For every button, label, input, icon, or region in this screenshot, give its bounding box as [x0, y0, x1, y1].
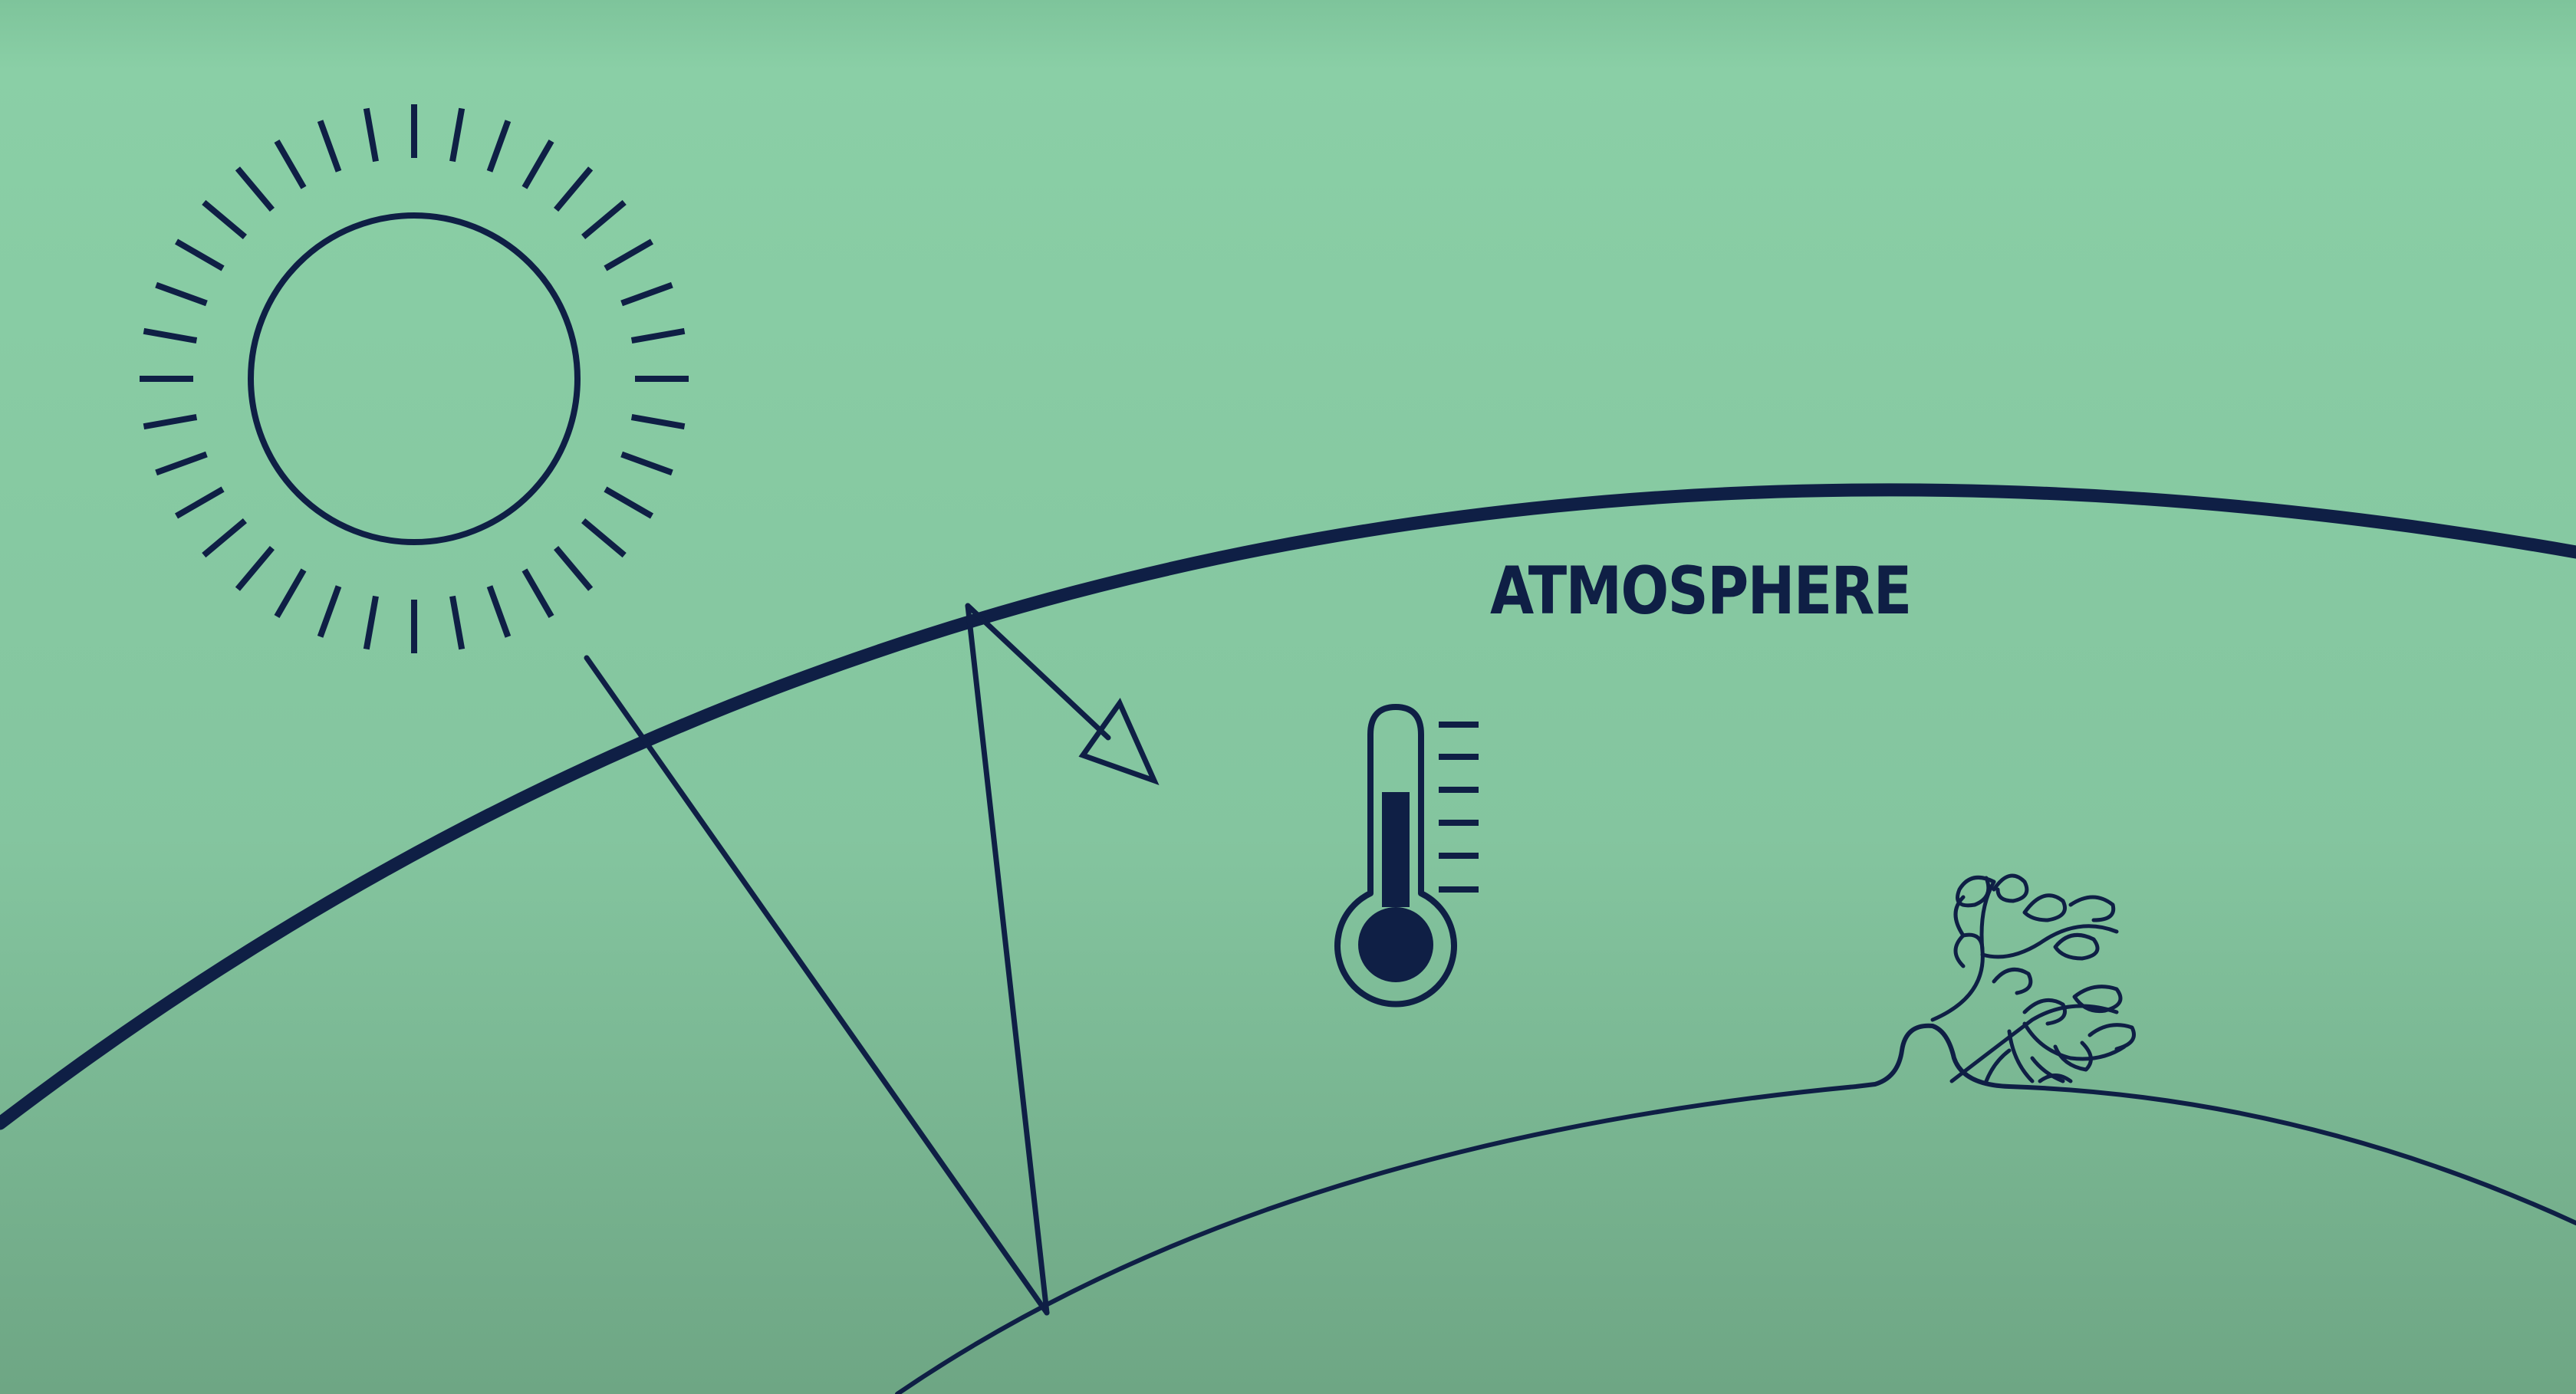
thermometer-icon: [1334, 704, 1479, 1008]
thermometer-scale: [1439, 722, 1479, 893]
sun-ray: [155, 281, 208, 307]
arrowhead: [1078, 697, 1160, 786]
sun-ray: [235, 166, 275, 212]
sun-ray: [317, 120, 342, 173]
sun-ray: [620, 451, 673, 476]
outgoing-ray: [965, 603, 1050, 1316]
sun-ray: [604, 238, 654, 271]
thermometer-outline: [1334, 704, 1457, 1008]
sun-ray: [174, 238, 225, 271]
sun-disc: [248, 212, 581, 545]
thermometer-bulb: [1358, 907, 1433, 982]
earth-surface: [895, 1023, 2576, 1394]
sun-ray: [449, 595, 466, 650]
sun-ray: [630, 327, 686, 344]
atmosphere-boundary: [0, 483, 2576, 1130]
sun-ray: [449, 107, 466, 163]
sun-ray: [235, 546, 275, 591]
sun-ray: [317, 585, 342, 638]
atmosphere-label: ATMOSPHERE: [1490, 553, 1912, 630]
sun-ray: [174, 486, 225, 519]
sun-ray: [521, 139, 554, 189]
sun-ray: [554, 546, 594, 591]
sun-ray: [274, 139, 307, 189]
sun-ray: [155, 451, 208, 476]
sun-ray: [581, 199, 627, 239]
sun-ray: [486, 585, 512, 638]
sun-ray: [581, 518, 627, 558]
sun-ray: [554, 166, 594, 212]
tree-icon: [1930, 873, 2136, 1083]
sun-ray: [363, 595, 379, 650]
sun-ray: [620, 281, 673, 307]
sun-ray: [202, 199, 247, 239]
sun-ray: [363, 107, 379, 163]
sun-ray: [143, 414, 198, 430]
sun-ray: [604, 486, 654, 519]
sun-ray: [521, 568, 554, 619]
sun-ray: [143, 327, 198, 344]
sun-ray: [630, 414, 686, 430]
sun-rays: [140, 104, 689, 653]
reflected-ray: [965, 603, 1111, 741]
incoming-ray: [584, 655, 1050, 1316]
arrow-icon: [965, 603, 1160, 786]
thermometer-mercury: [1382, 792, 1410, 907]
sun-icon: [140, 104, 689, 653]
sun-ray: [202, 518, 247, 558]
sun-ray: [274, 568, 307, 619]
sun-ray: [486, 120, 512, 173]
